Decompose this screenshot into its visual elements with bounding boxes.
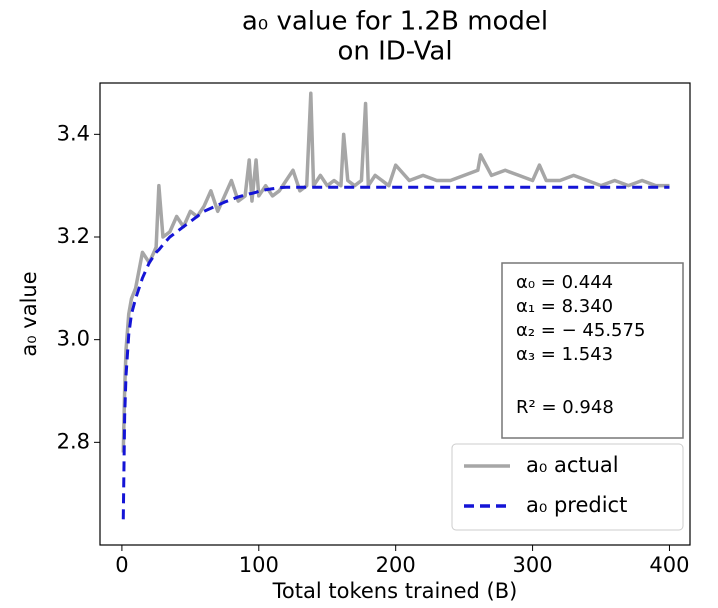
- y-tick-label: 2.8: [57, 429, 90, 453]
- annotation: α₂ = − 45.575: [516, 320, 645, 341]
- x-tick-label: 400: [649, 553, 689, 577]
- data-line: [121, 185, 670, 520]
- y-tick-label: 3.4: [57, 121, 90, 145]
- x-tick-label: 100: [239, 553, 279, 577]
- legend-label: a₀ predict: [526, 493, 627, 517]
- x-tick-label: 0: [115, 553, 128, 577]
- y-tick-label: 3.2: [57, 224, 90, 248]
- y-tick-label: 3.0: [57, 327, 90, 351]
- x-tick-label: 200: [376, 553, 416, 577]
- annotation: α₃ = 1.543: [516, 344, 613, 365]
- x-axis-label: Total tokens trained (B): [272, 579, 518, 603]
- chart-title: a₀ value for 1.2B model: [242, 7, 548, 37]
- plot-frame: [99, 82, 691, 546]
- annotation: α₀ = 0.444: [516, 272, 613, 293]
- annotation: α₁ = 8.340: [516, 296, 613, 317]
- annotation-box: [501, 262, 684, 439]
- y-axis-label: a₀ value: [17, 271, 41, 356]
- data-line: [121, 91, 670, 453]
- chart-title: on ID-Val: [337, 37, 452, 67]
- annotation: R² = 0.948: [516, 397, 614, 418]
- x-tick-label: 300: [513, 553, 553, 577]
- legend-label: a₀ actual: [526, 453, 619, 477]
